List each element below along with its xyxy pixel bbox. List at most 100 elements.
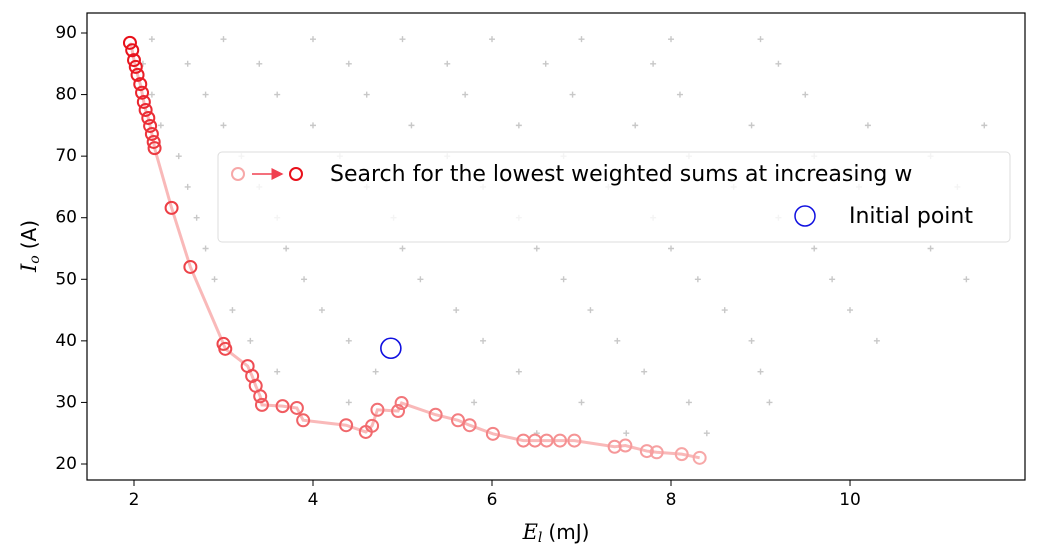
search-point <box>462 418 477 433</box>
cloud-point <box>533 245 540 252</box>
cloud-point <box>721 307 728 314</box>
cloud-point <box>685 399 692 406</box>
search-point <box>275 399 290 414</box>
cloud-point <box>256 60 263 67</box>
cloud-point <box>847 307 854 314</box>
search-point <box>130 67 145 82</box>
search-point <box>370 402 385 417</box>
search-point <box>450 413 465 428</box>
search-point <box>567 433 582 448</box>
cloud-point <box>614 337 621 344</box>
x-tick-label: 2 <box>129 490 140 510</box>
cloud-point <box>927 245 934 252</box>
cloud-point <box>372 368 379 375</box>
search-point <box>516 433 531 448</box>
cloud-point <box>247 337 254 344</box>
search-point <box>296 413 311 428</box>
search-point <box>428 407 443 422</box>
cloud-point <box>757 368 764 375</box>
cloud-point <box>641 368 648 375</box>
search-point <box>125 43 140 58</box>
cloud-point <box>202 245 209 252</box>
cloud-point <box>309 122 316 129</box>
x-tick-label: 8 <box>666 490 677 510</box>
cloud-point <box>542 60 549 67</box>
cloud-point <box>184 183 191 190</box>
x-tick-label: 4 <box>308 490 319 510</box>
cloud-point <box>345 60 352 67</box>
x-axis-label: El (mJ) <box>522 520 590 547</box>
cloud-point <box>578 399 585 406</box>
cloud-point <box>632 122 639 129</box>
cloud-point <box>623 430 630 437</box>
cloud-point <box>748 122 755 129</box>
cloud-point <box>453 307 460 314</box>
cloud-point <box>587 307 594 314</box>
search-point <box>674 447 689 462</box>
cloud-point <box>748 337 755 344</box>
search-point <box>135 85 150 100</box>
y-tick-label: 60 <box>55 208 77 228</box>
search-point <box>339 418 354 433</box>
cloud-point <box>399 36 406 43</box>
y-tick-label: 90 <box>55 23 77 43</box>
cloud-point <box>148 36 155 43</box>
cloud-point <box>802 91 809 98</box>
search-point <box>143 118 158 133</box>
search-point <box>164 200 179 215</box>
cloud-point <box>462 91 469 98</box>
search-point <box>133 77 148 92</box>
cloud-point <box>202 91 209 98</box>
cloud-point <box>560 276 567 283</box>
cloud-point <box>650 60 657 67</box>
cloud-point <box>283 245 290 252</box>
cloud-point <box>220 36 227 43</box>
search-point <box>358 424 373 439</box>
search-point <box>147 141 162 156</box>
x-tick-label: 6 <box>487 490 498 510</box>
cloud-point <box>417 276 424 283</box>
cloud-point <box>703 430 710 437</box>
cloud-point <box>309 36 316 43</box>
cloud-point <box>981 122 988 129</box>
cloud-point <box>408 122 415 129</box>
search-point <box>183 259 198 274</box>
cloud-point <box>668 36 675 43</box>
cloud-point <box>757 36 764 43</box>
search-point <box>639 444 654 459</box>
search-point <box>649 445 664 460</box>
search-point <box>553 433 568 448</box>
plot-area <box>122 35 988 465</box>
legend-marker-end <box>289 167 303 181</box>
cloud-point <box>220 122 227 129</box>
cloud-point <box>345 337 352 344</box>
cloud-point <box>175 153 182 160</box>
cloud-point <box>157 122 164 129</box>
search-path <box>128 42 700 460</box>
search-point <box>144 126 159 141</box>
search-point <box>618 438 633 453</box>
legend-label: Search for the lowest weighted sums at i… <box>330 162 912 187</box>
cloud-point <box>274 91 281 98</box>
search-point <box>240 359 255 374</box>
y-tick-label: 50 <box>55 269 77 289</box>
cloud-point <box>775 60 782 67</box>
cloud-point <box>184 60 191 67</box>
cloud-point <box>345 399 352 406</box>
y-axis-label: Io(A) <box>17 220 44 273</box>
y-tick-label: 70 <box>55 146 77 166</box>
cloud-point <box>480 337 487 344</box>
cloud-point <box>829 276 836 283</box>
cloud-point <box>873 337 880 344</box>
search-point <box>136 94 151 109</box>
cloud-point <box>668 245 675 252</box>
search-point <box>607 439 622 454</box>
search-point <box>289 400 304 415</box>
cloud-point <box>515 122 522 129</box>
cloud-point <box>963 276 970 283</box>
search-point <box>146 134 161 149</box>
y-tick-label: 40 <box>55 331 77 351</box>
cloud-point <box>148 91 155 98</box>
